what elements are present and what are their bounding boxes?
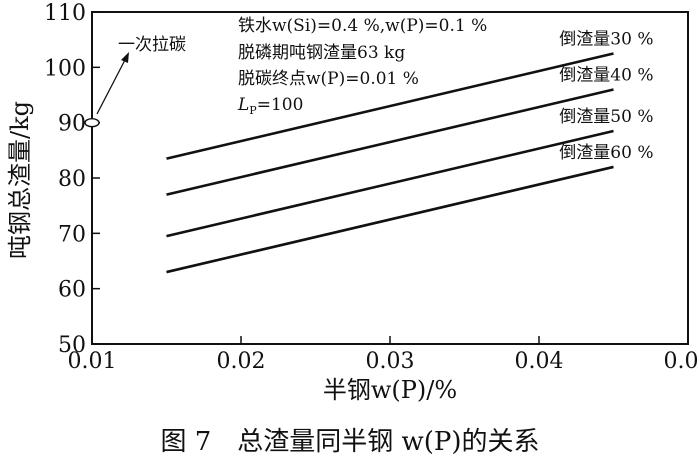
y-axis-label: 吨钢总渣量/kg [6, 101, 34, 259]
y-tick-label-6: 110 [44, 1, 86, 26]
series-label-1: 倒渣量40 % [559, 65, 653, 85]
condition-4: LP=100 [237, 95, 303, 117]
series-label-2: 倒渣量50 % [559, 107, 653, 127]
condition-2: 脱磷期吨钢渣量63 kg [238, 43, 405, 63]
conditions-note: 铁水w(Si)=0.4 %,w(P)=0.1 % 脱磷期吨钢渣量63 kg 脱碳… [237, 16, 487, 117]
y-tick-label-0: 50 [58, 333, 86, 358]
x-tick-label-4: 0.05 [664, 349, 700, 374]
y-tick-label-1: 60 [58, 278, 86, 303]
annotation-arrow-shaft [96, 57, 127, 115]
series-line-0 [166, 52, 614, 160]
x-tick-label-3: 0.04 [515, 349, 564, 374]
x-axis-label: 半钢w(P)/% [323, 376, 457, 404]
condition-1: 铁水w(Si)=0.4 %,w(P)=0.1 % [238, 16, 487, 36]
annotation-marker [84, 117, 100, 128]
figure-caption: 图 7 总渣量同半钢 w(P)的关系 [160, 427, 539, 457]
annotation-label: 一次拉碳 [118, 35, 186, 55]
y-tick-label-2: 70 [58, 222, 86, 247]
series-line-3 [166, 165, 614, 274]
x-tick-label-1: 0.02 [217, 349, 266, 374]
x-tick-label-0: 0.01 [68, 349, 117, 374]
series-lines: 倒渣量30 % 倒渣量40 % 倒渣量50 % 倒渣量60 % [166, 30, 654, 274]
annotation-first-tapping: 一次拉碳 [84, 35, 186, 128]
series-line-1 [166, 88, 614, 196]
axis-ticks: 0.01 0.02 0.03 0.04 0.05 50 60 70 80 90 100 110 [44, 1, 700, 374]
series-label-3: 倒渣量60 % [559, 143, 653, 163]
annotation-arrowhead [121, 52, 129, 63]
condition-3: 脱碳终点w(P)=0.01 % [238, 69, 419, 89]
series-line-2 [166, 129, 614, 238]
series-label-0: 倒渣量30 % [559, 30, 653, 50]
y-tick-label-4: 90 [58, 112, 86, 137]
y-tick-label-5: 100 [44, 56, 86, 81]
x-tick-label-2: 0.03 [366, 349, 415, 374]
y-tick-label-3: 80 [58, 167, 86, 192]
